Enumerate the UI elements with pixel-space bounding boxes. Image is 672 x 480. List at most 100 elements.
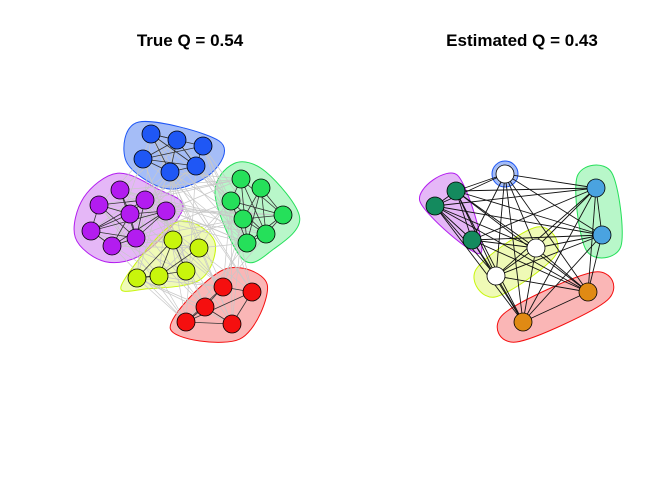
aggregate-edge [522, 291, 589, 323]
node-orange [513, 312, 533, 332]
node-blue [193, 136, 213, 156]
between-community-edge [144, 165, 197, 201]
aggregate-edge [535, 187, 597, 249]
between-community-edge [111, 245, 200, 249]
within-community-edge [142, 145, 204, 160]
within-community-edge [240, 178, 267, 235]
within-community-edge [185, 291, 253, 323]
node-blue [133, 149, 153, 169]
node-purple [126, 228, 146, 248]
between-community-edge [165, 210, 206, 308]
node-purple [81, 221, 101, 241]
node-teal [446, 181, 466, 201]
node-white [486, 266, 506, 286]
aggregate-edge [504, 173, 537, 249]
node-white [495, 164, 515, 184]
node-white [526, 238, 546, 258]
true-community-graph [73, 121, 301, 343]
node-green [237, 233, 257, 253]
aggregate-edge [434, 205, 537, 249]
node-teal [462, 230, 482, 250]
aggregate-edge [471, 239, 589, 293]
node-purple [156, 201, 176, 221]
aggregate-edge [434, 205, 524, 323]
between-community-edge [158, 210, 167, 277]
node-red [176, 312, 196, 332]
node-yellow-green [189, 238, 209, 258]
node-red [213, 277, 233, 297]
aggregate-edge [495, 275, 589, 293]
node-purple [110, 180, 130, 200]
between-community-edge [172, 218, 244, 241]
node-red [222, 314, 242, 334]
between-community-edge [202, 145, 253, 293]
between-community-edge [111, 165, 197, 247]
node-green [233, 209, 253, 229]
aggregate-edge [522, 247, 537, 323]
node-green [231, 169, 251, 189]
node-yellow-green [163, 230, 183, 250]
aggregate-edge [504, 173, 603, 236]
between-community-edge [135, 237, 206, 308]
aggregate-edge [471, 234, 603, 241]
between-community-edge [98, 204, 187, 323]
node-blue [186, 156, 206, 176]
node-green [251, 178, 271, 198]
node-green [256, 224, 276, 244]
node-yellow-green [149, 266, 169, 286]
between-community-edge [195, 165, 244, 220]
between-community-edge [165, 178, 242, 212]
aggregate-edge [522, 234, 603, 323]
between-community-edge [150, 133, 253, 293]
between-community-edge [90, 230, 160, 277]
aggregate-edge [455, 187, 597, 192]
node-blue [167, 130, 187, 150]
aggregate-edge [535, 234, 603, 249]
aggregate-edge [434, 187, 597, 207]
between-community-edge [230, 200, 233, 325]
node-yellow-green [127, 268, 147, 288]
aggregate-edge [522, 187, 597, 323]
between-community-edge [144, 178, 242, 201]
aggregate-edge [587, 187, 597, 293]
aggregate-edge [587, 234, 603, 293]
between-community-edge [119, 178, 242, 191]
aggregate-edge [455, 190, 524, 323]
aggregate-edge [535, 247, 589, 293]
between-community-edge [90, 230, 187, 272]
node-purple [102, 236, 122, 256]
estimated-community-graph [419, 160, 623, 343]
aggregate-edge [495, 187, 597, 277]
node-purple [89, 195, 109, 215]
between-community-edge [136, 277, 206, 308]
node-blue [141, 124, 161, 144]
aggregate-edge [504, 173, 597, 189]
right-panel-title: Estimated Q = 0.43 [446, 31, 598, 50]
node-red [195, 297, 215, 317]
aggregate-edge [504, 173, 524, 323]
node-green [221, 191, 241, 211]
between-community-edge [136, 277, 233, 325]
between-community-edge [172, 239, 233, 325]
node-green [273, 205, 293, 225]
aggregate-edge [434, 173, 506, 207]
aggregate-edge [471, 239, 537, 249]
aggregate-edge [455, 190, 603, 236]
between-community-edge [169, 171, 253, 293]
node-orange [578, 282, 598, 302]
node-red [242, 282, 262, 302]
node-teal [425, 196, 445, 216]
between-community-edge [222, 214, 284, 288]
between-community-edge [129, 213, 206, 308]
aggregate-edge [504, 173, 589, 293]
aggregate-edge [471, 187, 597, 241]
node-yellow-green [176, 261, 196, 281]
left-panel-title: True Q = 0.54 [136, 31, 244, 50]
node-blue [160, 162, 180, 182]
within-community-edge [111, 210, 167, 247]
between-community-edge [98, 178, 242, 206]
node-purple [135, 190, 155, 210]
between-community-edge [129, 213, 267, 235]
within-community-edge [246, 187, 262, 244]
